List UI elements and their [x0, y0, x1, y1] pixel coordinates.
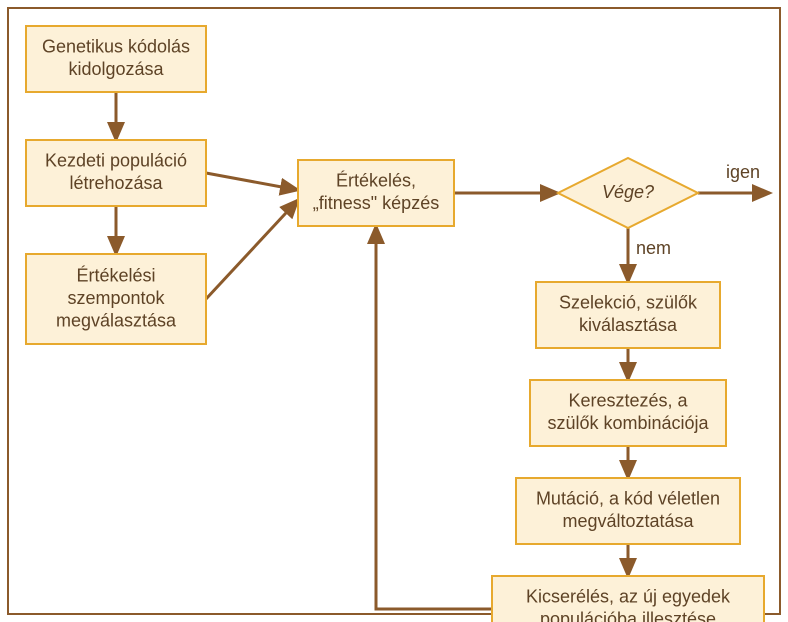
edge-2	[206, 173, 298, 190]
edge-label-nem: nem	[636, 238, 671, 258]
node-text-n9-1: populációba illesztése	[540, 609, 716, 622]
node-text-n5-0: Vége?	[602, 182, 654, 202]
node-text-n3-0: Értékelési	[76, 265, 155, 285]
node-text-n7-0: Keresztezés, a	[568, 391, 688, 411]
node-text-n2-1: létrehozása	[69, 173, 163, 193]
node-text-n7-1: szülők kombinációja	[547, 413, 709, 433]
node-text-n9-0: Kicserélés, az új egyedek	[526, 587, 731, 607]
node-text-n4-1: „fitness" képzés	[313, 193, 439, 213]
flowchart-canvas: igen nem Genetikus kódoláskidolgozása Kezd…	[0, 0, 788, 622]
node-text-n6-0: Szelekció, szülők	[559, 293, 698, 313]
node-n4: Értékelés,„fitness" képzés	[298, 160, 454, 226]
node-text-n1-1: kidolgozása	[68, 59, 164, 79]
node-n3: Értékelési szempontokmegválasztása	[26, 254, 206, 344]
nodes-layer: Genetikus kódoláskidolgozása Kezdeti popu…	[26, 26, 764, 622]
node-text-n8-0: Mutáció, a kód véletlen	[536, 489, 720, 509]
node-n2: Kezdeti populációlétrehozása	[26, 140, 206, 206]
edge-label-igen: igen	[726, 162, 760, 182]
node-text-n3-1: szempontok	[67, 288, 165, 308]
edge-3	[206, 200, 298, 299]
node-n7: Keresztezés, aszülők kombinációja	[530, 380, 726, 446]
node-text-n3-2: megválasztása	[56, 310, 177, 330]
node-text-n2-0: Kezdeti populáció	[45, 151, 187, 171]
edge-10	[376, 226, 492, 609]
node-n8: Mutáció, a kód véletlenmegváltoztatása	[516, 478, 740, 544]
node-text-n1-0: Genetikus kódolás	[42, 37, 190, 57]
node-n5: Vége?	[558, 158, 698, 228]
node-n1: Genetikus kódoláskidolgozása	[26, 26, 206, 92]
node-text-n4-0: Értékelés,	[336, 171, 416, 191]
node-n9: Kicserélés, az új egyedek populációba ill…	[492, 576, 764, 622]
node-text-n6-1: kiválasztása	[579, 315, 678, 335]
node-text-n8-1: megváltoztatása	[562, 511, 694, 531]
node-n6: Szelekció, szülőkkiválasztása	[536, 282, 720, 348]
